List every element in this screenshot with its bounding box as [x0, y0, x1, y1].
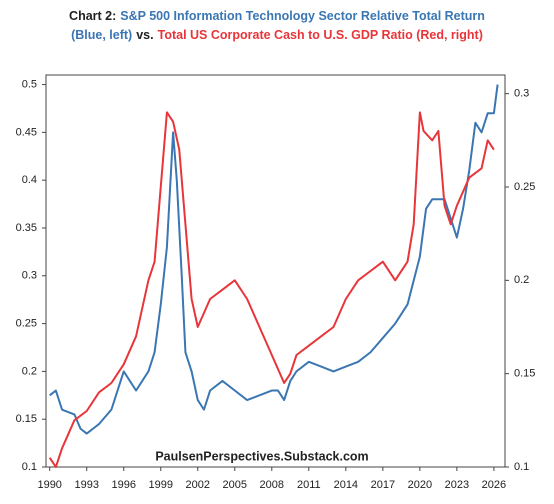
y-tick-label: 0.15 — [16, 413, 37, 425]
x-tick-label: 2014 — [334, 479, 358, 491]
x-tick-label: 2023 — [445, 479, 469, 491]
series-line — [48, 111, 495, 468]
x-tick-label: 2008 — [260, 479, 284, 491]
x-tick-label: 2020 — [408, 479, 432, 491]
x-tick-label: 2005 — [223, 479, 247, 491]
x-tick-label: 2017 — [371, 479, 395, 491]
x-tick-label: 1996 — [111, 479, 135, 491]
chart-title: Chart 2: S&P 500 Information Technology S… — [69, 9, 485, 23]
y-tick-label: 0.25 — [16, 317, 37, 329]
plot-frame — [45, 74, 506, 468]
y-tick-label: 0.3 — [22, 270, 37, 282]
y2-tick-label: 0.2 — [514, 274, 529, 286]
y2-tick-label: 0.25 — [514, 181, 535, 193]
title-segment: (Blue, left) — [71, 28, 132, 42]
title-segment: Chart 2: — [69, 9, 116, 23]
x-tick-label: 2026 — [482, 479, 506, 491]
watermark: PaulsenPerspectives.Substack.com — [155, 449, 368, 463]
x-tick-label: 2011 — [297, 479, 321, 491]
title-segment: Total US Corporate Cash to U.S. GDP Rati… — [158, 28, 483, 42]
y-tick-label: 0.4 — [22, 174, 37, 186]
title-segment: S&P 500 Information Technology Sector Re… — [120, 9, 485, 23]
y-tick-label: 0.45 — [16, 126, 37, 138]
x-tick-label: 2002 — [186, 479, 210, 491]
chart-title: (Blue, left) vs. Total US Corporate Cash t… — [71, 28, 483, 42]
y2-tick-label: 0.1 — [514, 461, 529, 473]
series-line — [49, 84, 499, 435]
x-tick-label: 1993 — [74, 479, 98, 491]
title-segment: vs. — [136, 28, 153, 42]
x-tick-label: 1990 — [37, 479, 61, 491]
y-tick-label: 0.5 — [22, 78, 37, 90]
x-tick-label: 1999 — [149, 479, 173, 491]
y2-tick-label: 0.3 — [514, 88, 529, 100]
y-tick-label: 0.1 — [22, 461, 37, 473]
y-tick-label: 0.35 — [16, 222, 37, 234]
y-tick-label: 0.2 — [22, 365, 37, 377]
y2-tick-label: 0.15 — [514, 368, 535, 380]
